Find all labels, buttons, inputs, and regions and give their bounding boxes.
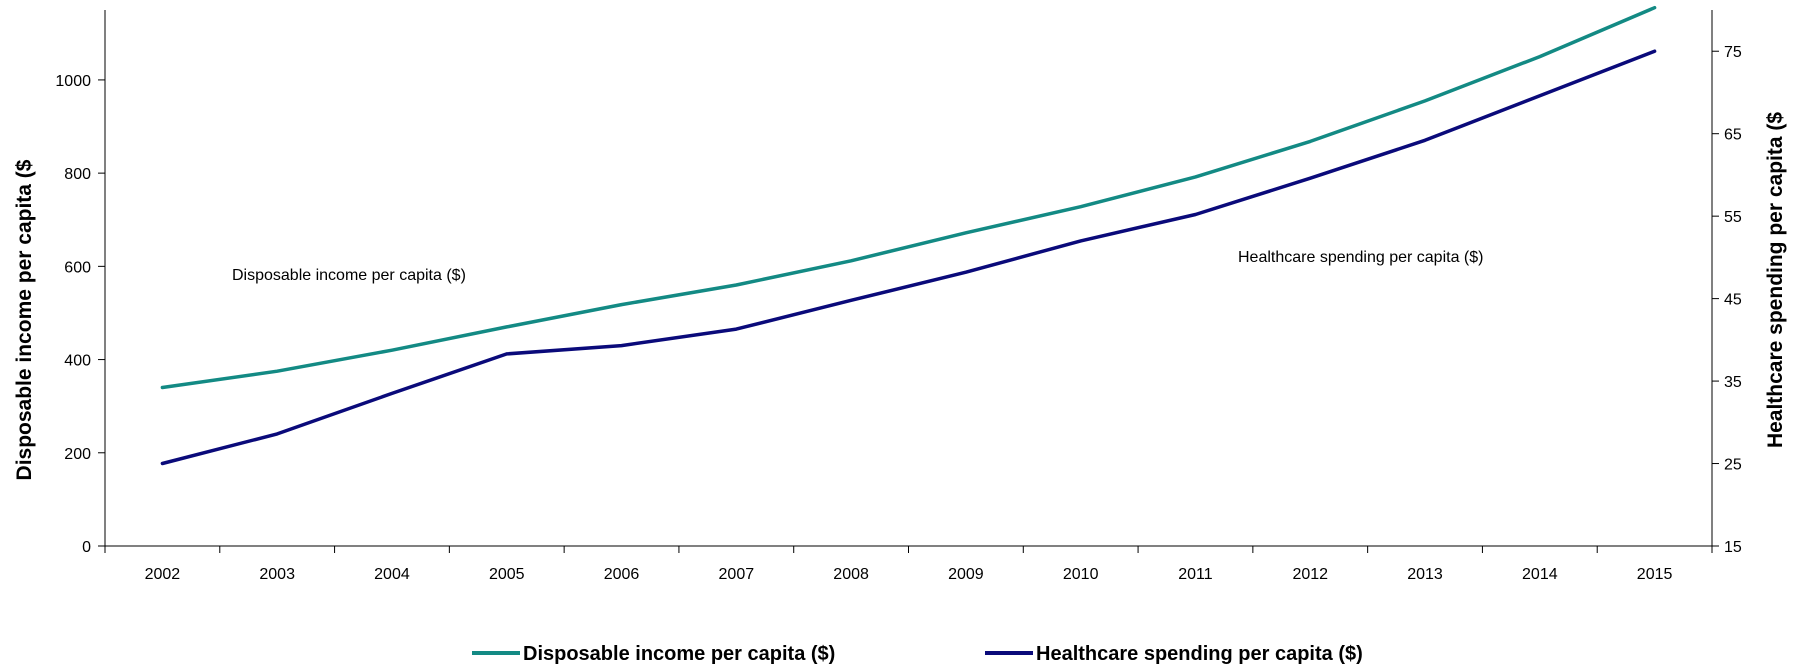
x-tick-label: 2014 (1522, 566, 1558, 583)
x-tick-label: 2008 (833, 566, 869, 583)
x-tick-label: 2015 (1637, 566, 1673, 583)
axes (98, 10, 1719, 553)
x-tick-label: 2010 (1063, 566, 1099, 583)
healthcare-spending-line (160, 49, 1657, 466)
left-tick-label: 800 (64, 166, 91, 183)
right-tick-label: 75 (1724, 44, 1742, 61)
x-tick-label: 2003 (259, 566, 295, 583)
x-tick-label: 2007 (719, 566, 755, 583)
disposable-income-line (160, 5, 1657, 390)
x-tick-label: 2005 (489, 566, 525, 583)
right-tick-label: 55 (1724, 209, 1742, 226)
right-axis-title: Healthcare spending per capita ($ (1764, 112, 1787, 448)
left-tick-label: 600 (64, 259, 91, 276)
legend: Disposable income per capita ($) Healthca… (472, 643, 1363, 665)
legend-label-disposable-income: Disposable income per capita ($) (523, 643, 835, 665)
left-tick-label: 1000 (55, 73, 91, 90)
annotation-healthcare-spending: Healthcare spending per capita ($) (1238, 249, 1483, 266)
right-tick-label: 35 (1724, 374, 1742, 391)
tick-labels: 2002 2003 2004 2005 2006 2007 2008 2009 2010 2011… (55, 44, 1741, 583)
axis-titles: Disposable income per capita ($ Healthcar… (13, 112, 1787, 481)
x-tick-label: 2002 (145, 566, 181, 583)
left-axis-title: Disposable income per capita ($ (13, 159, 36, 480)
x-tick-label: 2006 (604, 566, 640, 583)
right-tick-label: 25 (1724, 457, 1742, 474)
right-tick-label: 45 (1724, 292, 1742, 309)
x-tick-label: 2009 (948, 566, 984, 583)
right-tick-label: 65 (1724, 127, 1742, 144)
x-tick-label: 2011 (1178, 566, 1213, 583)
left-tick-label: 0 (82, 539, 91, 556)
left-tick-label: 400 (64, 353, 91, 370)
annotations: Disposable income per capita ($) Healthca… (232, 249, 1483, 284)
legend-label-healthcare-spending: Healthcare spending per capita ($) (1036, 643, 1363, 665)
x-tick-label: 2012 (1292, 566, 1328, 583)
x-tick-label: 2013 (1407, 566, 1443, 583)
series-lines (160, 5, 1657, 466)
right-tick-label: 15 (1724, 539, 1742, 556)
x-tick-label: 2004 (374, 566, 410, 583)
annotation-disposable-income: Disposable income per capita ($) (232, 267, 466, 284)
left-tick-label: 200 (64, 446, 91, 463)
